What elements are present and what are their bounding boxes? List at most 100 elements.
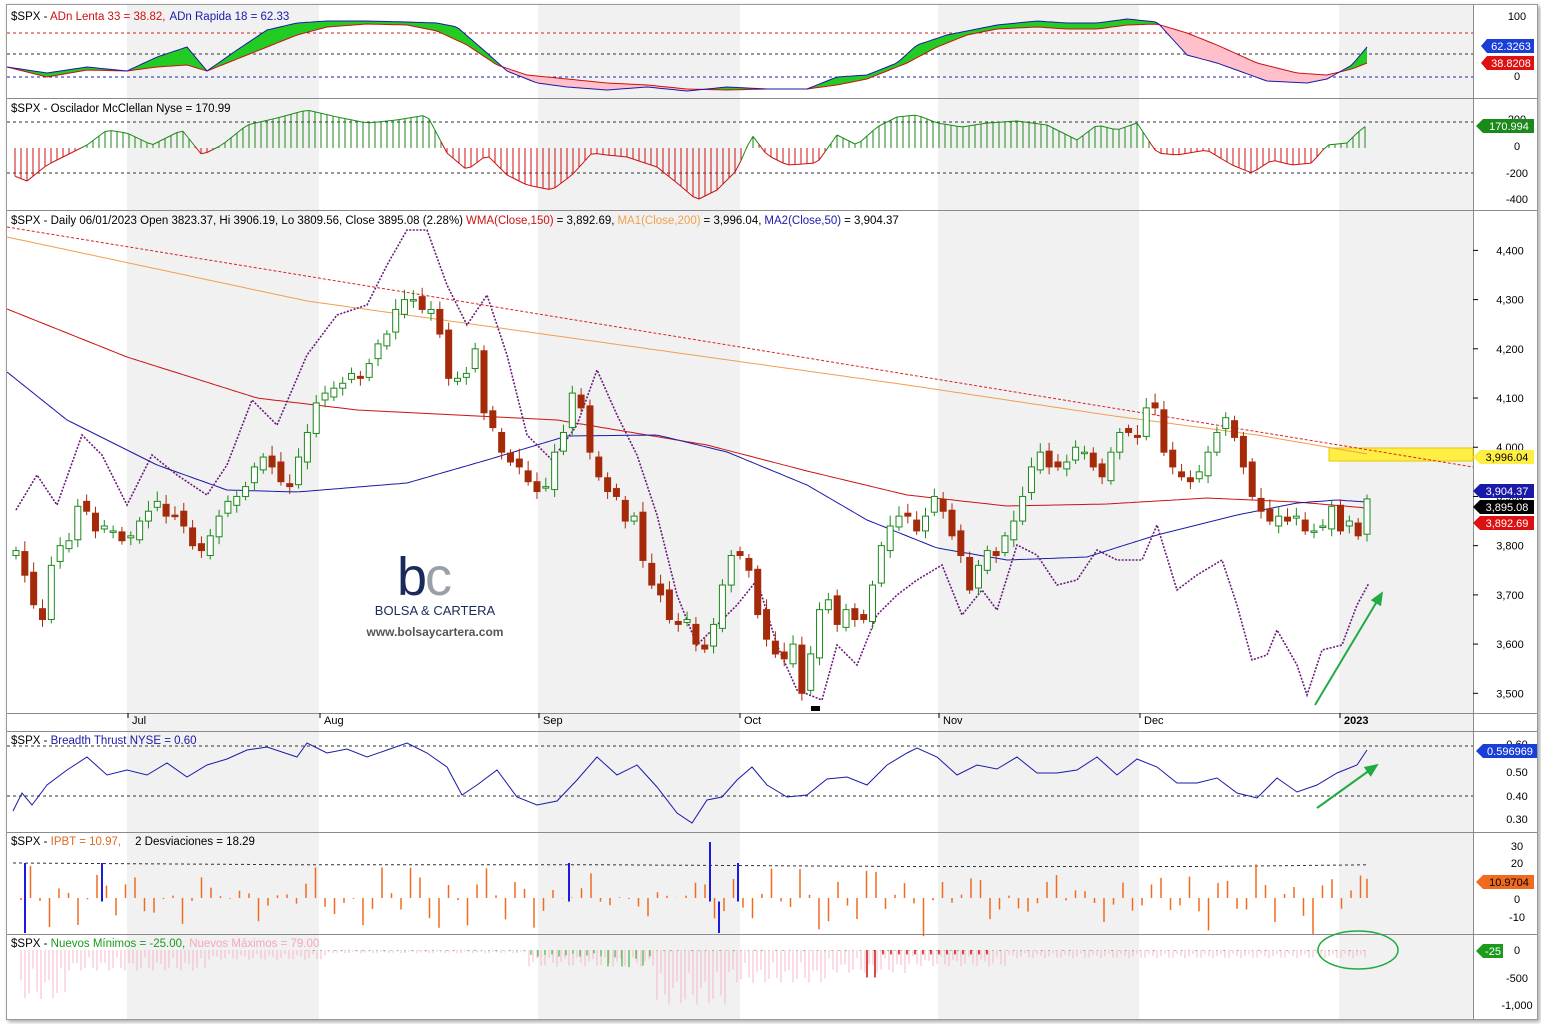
mcclellan-segment (452, 157, 460, 164)
mcclellan-segment (368, 121, 376, 124)
adn-fill-pink (1251, 60, 1253, 76)
candle (1328, 499, 1336, 537)
candle-body (621, 499, 629, 522)
adn-fill-green (333, 21, 335, 27)
adn-fill-green (951, 33, 953, 42)
adn-fill-green (1147, 21, 1149, 25)
candle-body (957, 530, 965, 557)
adn-fill-pink (1213, 43, 1215, 63)
candle (542, 477, 550, 492)
adn-fill-pink (567, 79, 569, 88)
adn-fill-green (727, 87, 729, 90)
adn-fill-green (63, 70, 65, 75)
candle-body (948, 509, 956, 537)
adn-fill-green (201, 63, 203, 70)
mcclellan-segment (476, 157, 484, 163)
mcclellan-segment (740, 146, 748, 161)
candle-body (409, 299, 417, 302)
mcclellan-segment (218, 142, 226, 147)
candle (1116, 428, 1124, 460)
candle-body (392, 308, 400, 333)
adn-fill-green (239, 47, 241, 59)
candle-body (1284, 516, 1292, 522)
adn-fill-green (147, 60, 149, 69)
mcclellan-segment (434, 129, 442, 142)
adn-fill-green (1021, 22, 1023, 28)
candle-body (1266, 508, 1274, 522)
adn-fill-green (397, 21, 399, 25)
mcclellan-segment (392, 119, 400, 121)
candle (506, 449, 514, 466)
adn-fill-green (155, 57, 157, 68)
adn-fill-green (381, 21, 383, 25)
adn-fill-green (1109, 21, 1111, 28)
adn-fill-green (183, 47, 185, 66)
adn-fill-green (837, 76, 839, 85)
candle-body (1337, 504, 1345, 532)
adn-fill-green (305, 22, 307, 33)
adn-fill-green (439, 23, 441, 33)
adn-fill-pink (1259, 63, 1261, 79)
adn-fill-pink (1229, 50, 1231, 69)
adn-fill-green (1057, 22, 1059, 29)
adn-fill-pink (607, 83, 609, 90)
adn-fill-green (979, 28, 981, 33)
candle-body (136, 520, 144, 541)
adn-fill-green (357, 21, 359, 25)
adn-fill-green (729, 87, 731, 90)
candle (418, 287, 426, 314)
adn-fill-pink (1317, 74, 1319, 81)
adn-fill-green (1061, 22, 1063, 29)
mcclellan-segment (38, 166, 46, 172)
candle-body (1301, 519, 1309, 532)
adn-fill-green (257, 35, 259, 51)
adn-fill-green (879, 69, 881, 75)
adn-fill-green (1099, 22, 1101, 29)
mcclellan-segment (224, 137, 232, 143)
breadth-axis-040: 0.40 (1506, 791, 1527, 803)
adn-fill-green (59, 70, 61, 75)
adn-title: $SPX - ADn Lenta 33 = 38.82, ADn Rapida 1… (11, 11, 289, 23)
candle (1178, 463, 1186, 481)
candle-body (992, 551, 1000, 557)
highlight-ellipse (1317, 930, 1399, 970)
resistance-zone (1328, 447, 1474, 462)
mcclellan-segment (1202, 150, 1210, 152)
candle-body (674, 620, 682, 625)
adn-fill-pink (633, 84, 635, 89)
mcclellan-segment (980, 122, 988, 125)
breadth-badge: 0.596969 (1476, 744, 1537, 758)
adn-fill-green (373, 21, 375, 25)
mcclellan-segment (1226, 161, 1234, 166)
candle (674, 613, 682, 632)
adn-fill-pink (1215, 44, 1217, 63)
candle-body (648, 562, 656, 586)
candle (904, 503, 912, 524)
svg-text:3,895.08: 3,895.08 (1486, 502, 1529, 514)
adn-fill-green (277, 27, 279, 43)
candle (100, 520, 108, 533)
adn-fill-green (867, 74, 869, 79)
mcclellan-segment (278, 115, 286, 118)
adn-fill-pink (531, 75, 533, 82)
adn-fill-green (417, 22, 419, 28)
candle-body (118, 531, 126, 542)
adn-fill-green (1101, 22, 1103, 29)
adn-fill-green (45, 72, 47, 77)
adn-fill-green (311, 21, 313, 32)
mcclellan-segment (116, 131, 124, 133)
candle (462, 367, 470, 385)
mcclellan-segment (524, 183, 532, 187)
adn-fill-green (361, 21, 363, 25)
candle-body (551, 451, 559, 491)
candle (948, 503, 956, 540)
adn-fill-green (959, 32, 961, 39)
adn-fill-green (875, 71, 877, 76)
nuevos-axis-m500: -500 (1506, 973, 1528, 985)
adn-fill-green (1143, 20, 1145, 25)
candle (913, 511, 921, 535)
candle (1345, 515, 1353, 534)
adn-fill-green (989, 26, 991, 31)
adn-fill-green (1361, 51, 1363, 66)
candle (1231, 415, 1239, 442)
